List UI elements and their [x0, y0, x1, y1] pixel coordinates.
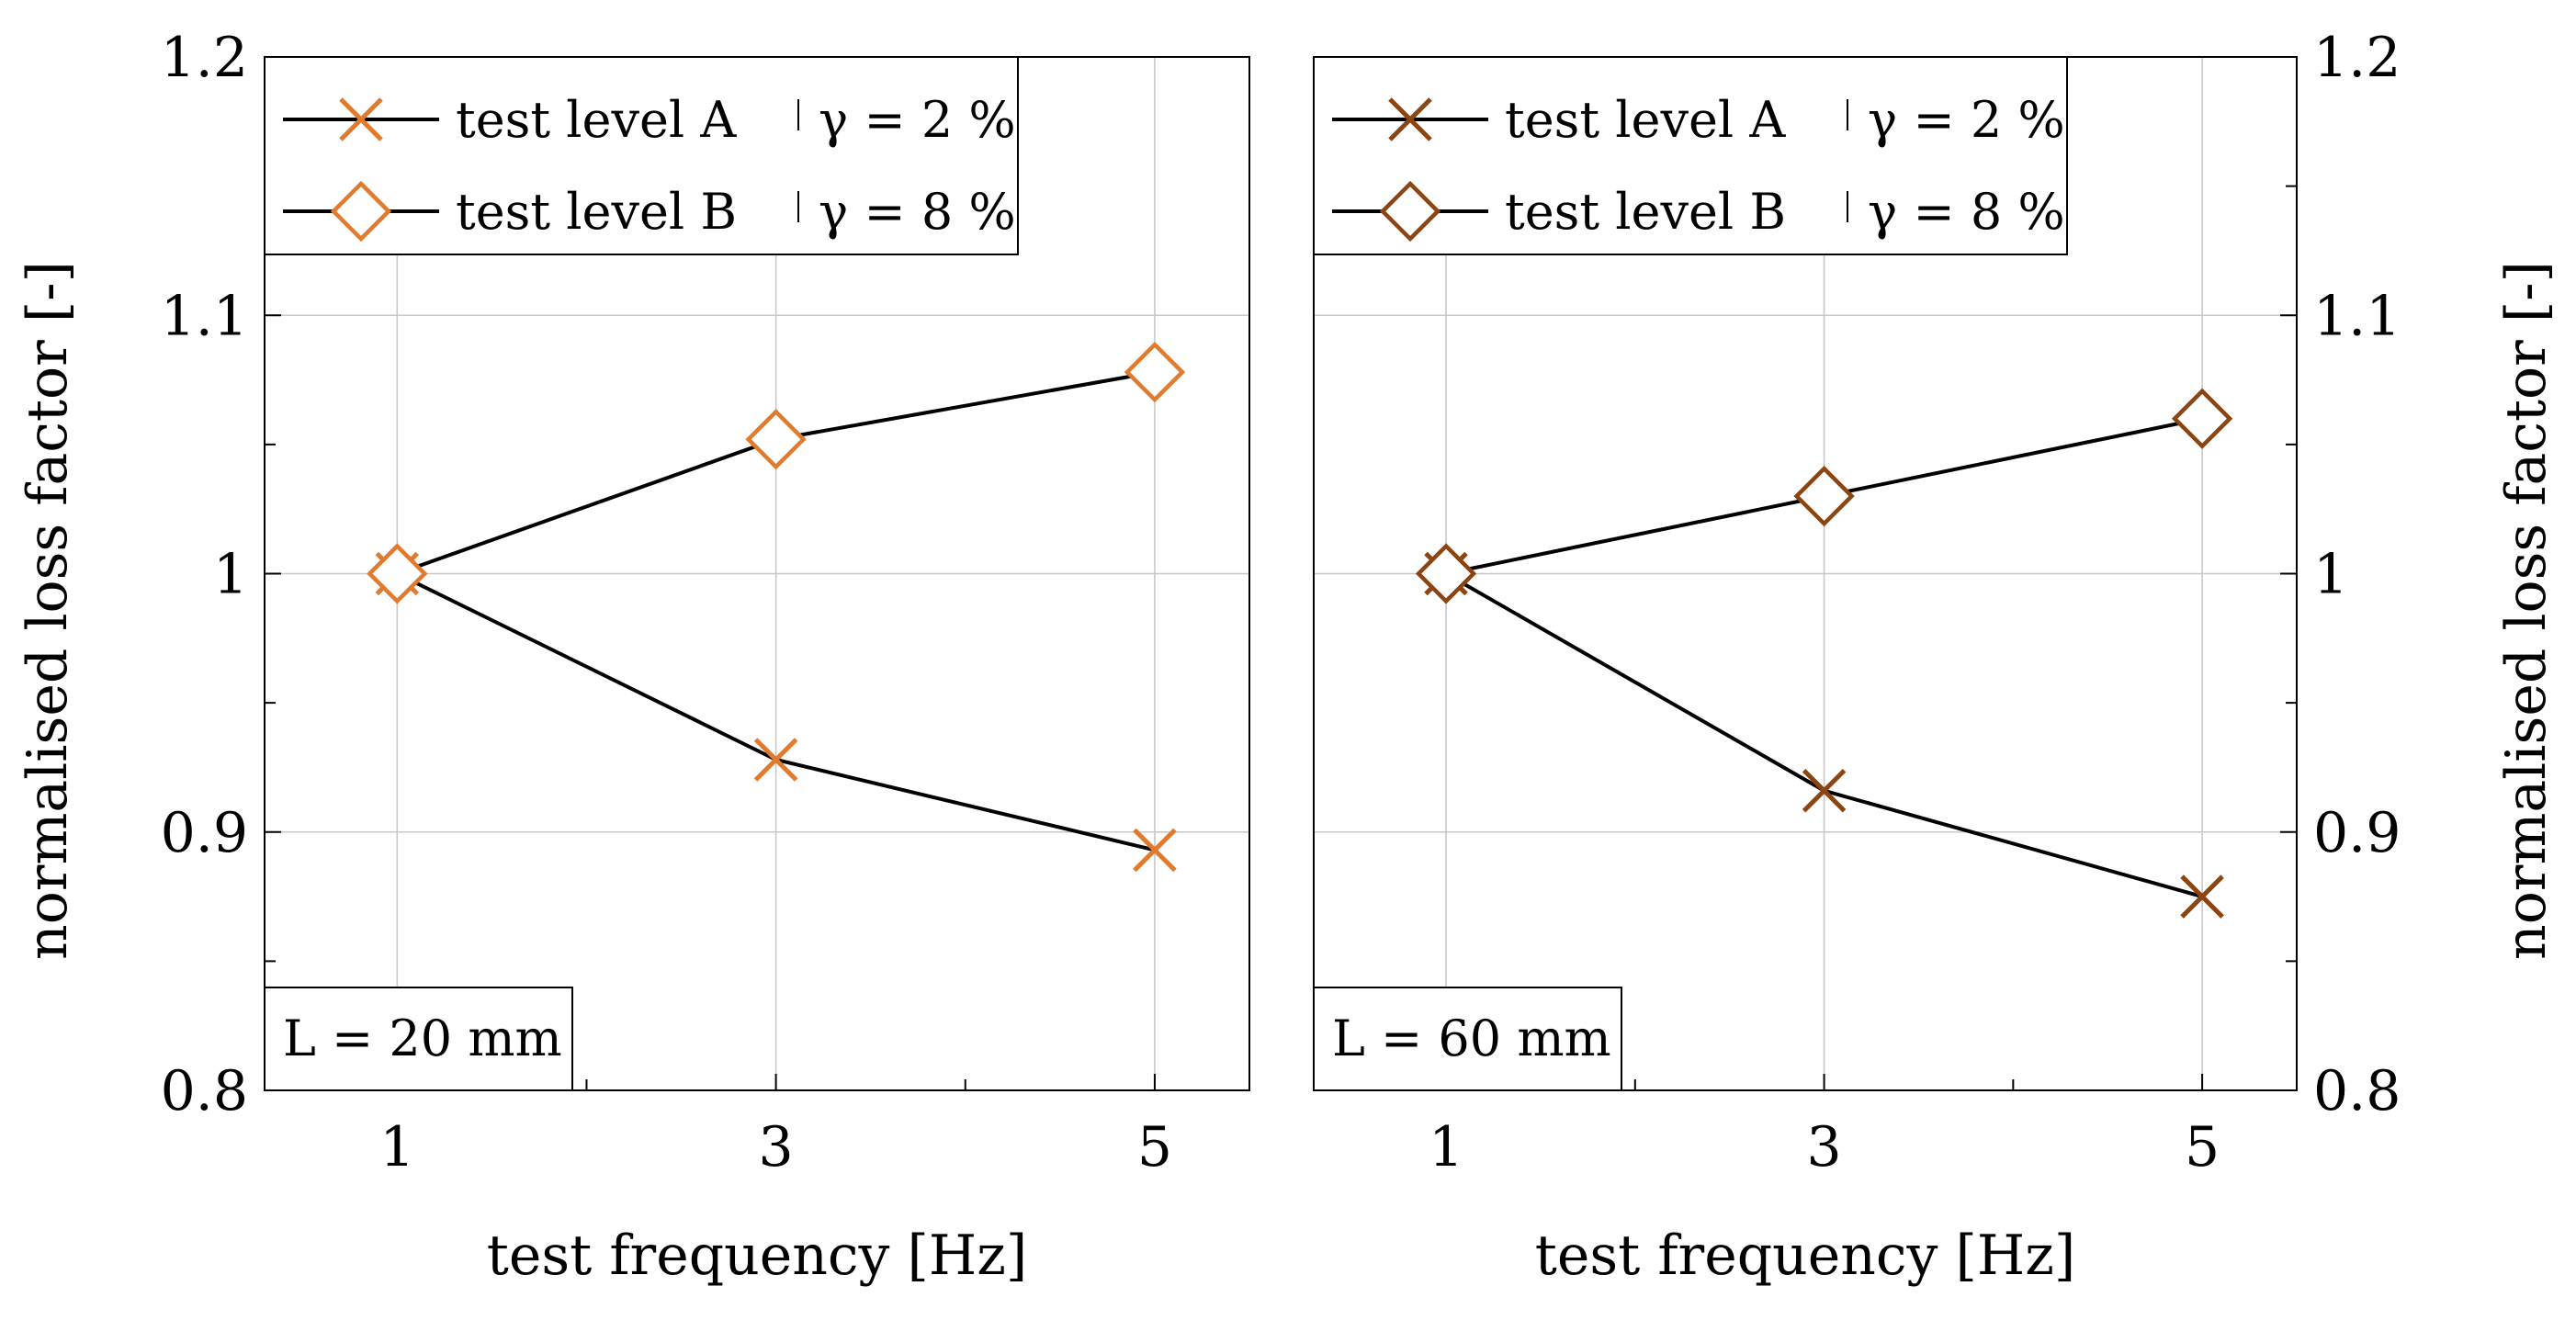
left-legend-box	[264, 56, 1019, 255]
right-legend-marker-diamond	[1379, 180, 1441, 243]
right-ytick-label: 0.9	[2313, 801, 2401, 865]
right-legend-label-a: test level A	[1505, 91, 1786, 149]
right-markers	[1415, 388, 2233, 919]
right-annotation-label: L = 60 mm	[1332, 1010, 1611, 1067]
right-legend-entry-b: test level B γ = 8 %	[1332, 180, 2065, 243]
left-xtick-label: 1	[379, 1115, 414, 1179]
left-ytick-label: 0.8	[161, 1059, 248, 1123]
right-legend-gamma-a: γ = 2 %	[1868, 91, 2065, 149]
right-legend-gamma-b: γ = 8 %	[1868, 183, 2065, 241]
left-marker-diamond	[367, 543, 428, 604]
left-ytick-label: 1	[213, 543, 248, 607]
right-legend-label-b: test level B	[1505, 183, 1786, 241]
right-legend-marker-x	[1388, 97, 1432, 141]
right-x-axis-label: test frequency [Hz]	[1535, 1224, 2076, 1288]
left-x-axis-label: test frequency [Hz]	[487, 1224, 1028, 1288]
left-markers	[367, 341, 1186, 873]
right-ytick-label: 1	[2313, 543, 2348, 607]
left-ytick-label: 0.9	[161, 801, 248, 865]
left-ytick-label: 1.2	[161, 26, 248, 90]
right-legend-box	[1313, 56, 2068, 255]
left-ticks	[265, 56, 1156, 1091]
left-legend-entry-b: test level B γ = 8 %	[283, 180, 1016, 243]
left-annotation: L = 20 mm	[264, 987, 573, 1091]
left-y-axis-label: normalised loss factor [-]	[16, 261, 80, 960]
left-legend-entry-a: test level A γ = 2 %	[283, 91, 1016, 149]
left-marker-x	[1133, 828, 1177, 873]
left-y-tick-labels: 0.8 0.9 1 1.1 1.2	[161, 26, 248, 1123]
right-marker-diamond	[1793, 465, 1855, 527]
left-legend: test level A γ = 2 % test level B γ = 8 …	[264, 56, 1019, 255]
left-legend-marker-diamond	[330, 180, 392, 243]
left-legend-label-a: test level A	[456, 91, 737, 149]
left-legend-label-b: test level B	[456, 183, 737, 241]
right-marker-diamond	[2171, 388, 2233, 449]
right-xtick-label: 1	[1429, 1115, 1463, 1179]
left-marker-diamond	[1124, 341, 1186, 403]
right-ytick-label: 0.8	[2313, 1059, 2401, 1123]
left-ytick-label: 1.1	[161, 284, 248, 348]
right-legend-entry-a: test level A γ = 2 %	[1332, 91, 2065, 149]
right-annotation: L = 60 mm	[1313, 987, 1622, 1091]
left-legend-gamma-a: γ = 2 %	[819, 91, 1016, 149]
left-annotation-box	[264, 987, 573, 1091]
right-marker-diamond	[1415, 543, 1477, 604]
left-annotation-label: L = 20 mm	[283, 1010, 562, 1067]
left-x-tick-labels: 1 3 5	[379, 1115, 1172, 1179]
left-legend-gamma-b: γ = 8 %	[819, 183, 1016, 241]
right-annotation-box	[1313, 987, 1622, 1091]
right-xtick-label: 5	[2185, 1115, 2220, 1179]
right-legend: test level A γ = 2 % test level B γ = 8 …	[1313, 56, 2068, 255]
right-y-axis-label: normalised loss factor [-]	[2494, 261, 2559, 960]
right-ytick-label: 1.2	[2313, 26, 2401, 90]
left-legend-marker-x	[339, 97, 383, 141]
right-y-tick-labels: 0.8 0.9 1 1.1 1.2	[2313, 26, 2401, 1123]
right-marker-x	[1802, 768, 1847, 813]
right-xtick-label: 3	[1806, 1115, 1841, 1179]
left-xtick-label: 5	[1137, 1115, 1172, 1179]
right-x-tick-labels: 1 3 5	[1429, 1115, 2220, 1179]
left-marker-x	[753, 738, 798, 782]
left-xtick-label: 3	[759, 1115, 794, 1179]
right-panel: 0.8 0.9 1 1.1 1.2 1 3 5 test frequency […	[1313, 26, 2559, 1288]
right-ytick-label: 1.1	[2313, 284, 2401, 348]
right-marker-x	[2180, 874, 2224, 919]
left-panel: 0.8 0.9 1 1.1 1.2 1 3 5 test frequency […	[16, 26, 1250, 1288]
left-marker-diamond	[745, 409, 807, 470]
